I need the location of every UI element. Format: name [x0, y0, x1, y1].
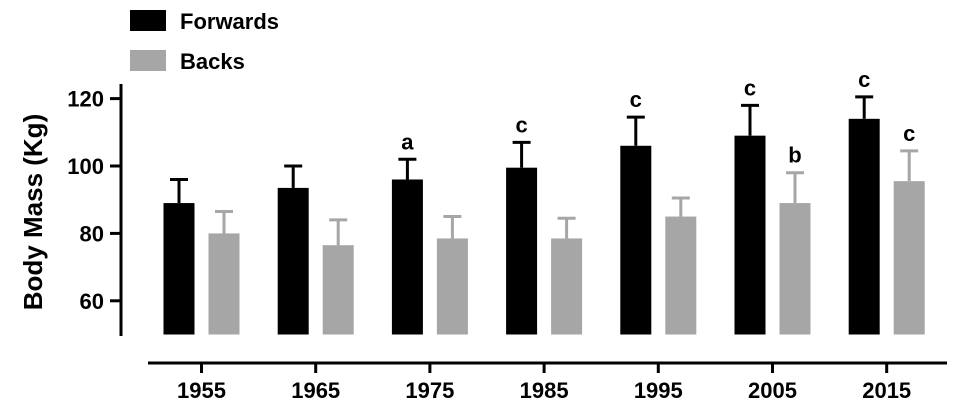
bar-forwards-1995 — [620, 145, 652, 335]
x-tick-label-1955: 1955 — [177, 378, 226, 403]
y-tick-label: 60 — [80, 289, 104, 314]
y-axis-ticks: 60 80 100 120 — [67, 87, 121, 314]
legend-swatch-backs — [130, 50, 166, 71]
bar-backs-2015 — [893, 181, 925, 335]
significance-label: c — [630, 87, 642, 112]
x-axis-ticks: 1955 1965 1975 1985 1995 2005 2015 — [177, 363, 911, 403]
x-tick-label-2015: 2015 — [862, 378, 911, 403]
legend-label-forwards: Forwards — [180, 9, 279, 34]
significance-label: b — [788, 143, 801, 168]
x-tick-label-1965: 1965 — [291, 378, 340, 403]
bar-backs-1985 — [551, 238, 583, 335]
legend-label-backs: Backs — [180, 49, 245, 74]
legend: Forwards Backs — [130, 9, 279, 74]
significance-label: c — [515, 112, 527, 137]
y-tick-label: 80 — [80, 221, 104, 246]
bar-forwards-1985 — [506, 167, 538, 335]
bar-forwards-1955 — [163, 203, 195, 335]
x-tick-label-2005: 2005 — [748, 378, 797, 403]
bar-forwards-2015 — [848, 118, 880, 335]
y-axis-label: Body Mass (Kg) — [18, 114, 48, 310]
bar-forwards-2005 — [734, 135, 766, 335]
x-tick-label-1985: 1985 — [520, 378, 569, 403]
significance-label: c — [903, 121, 915, 146]
bar-forwards-1975 — [391, 179, 423, 335]
bars: a c c c b c c — [163, 67, 925, 335]
significance-label: c — [744, 75, 756, 100]
legend-swatch-forwards — [130, 10, 166, 31]
significance-label: c — [858, 67, 870, 92]
x-tick-label-1995: 1995 — [634, 378, 683, 403]
bar-backs-2005 — [779, 203, 811, 335]
x-tick-label-1975: 1975 — [405, 378, 454, 403]
bar-forwards-1965 — [277, 187, 309, 335]
bar-backs-1975 — [436, 238, 468, 335]
bar-backs-1965 — [322, 245, 354, 335]
y-tick-label: 120 — [67, 87, 104, 112]
y-tick-label: 100 — [67, 154, 104, 179]
bar-backs-1955 — [208, 233, 240, 335]
bar-backs-1995 — [665, 216, 697, 335]
significance-label: a — [401, 129, 414, 154]
